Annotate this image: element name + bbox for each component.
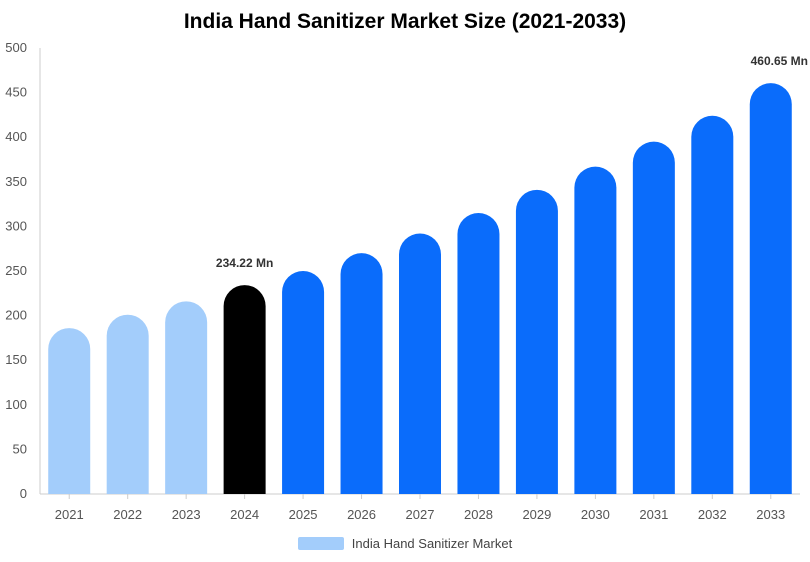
y-tick-label: 250: [5, 263, 27, 278]
y-tick-label: 50: [13, 441, 27, 456]
x-axis: 2021 2022 2023 2024 2025 2026 2027 2028 2029 2030…: [40, 493, 800, 522]
bar-2033: [749, 83, 792, 495]
legend-swatch: [297, 537, 344, 550]
y-tick-label: 500: [5, 40, 27, 55]
x-tick-label: 2031: [639, 507, 668, 522]
x-tick-label: 2030: [581, 507, 610, 522]
bar-2029: [515, 189, 558, 494]
bar-2031: [632, 141, 675, 494]
x-tick-label: 2029: [522, 507, 551, 522]
x-tick-label: 2023: [172, 507, 201, 522]
y-tick-label: 300: [5, 218, 27, 233]
x-tick-label: 2025: [289, 507, 318, 522]
bar-2025: [282, 271, 325, 494]
x-tick-label: 2032: [698, 507, 727, 522]
x-tick-label: 2021: [55, 507, 84, 522]
bars-group: [48, 83, 792, 495]
bar-2030: [574, 166, 617, 494]
annotations-group: 234.22 Mn 460.65 Mn: [216, 54, 808, 270]
y-tick-label: 200: [5, 308, 27, 323]
bar-2022: [106, 314, 149, 494]
legend-label: India Hand Sanitizer Market: [351, 536, 513, 551]
x-tick-label: 2027: [406, 507, 435, 522]
data-label-2024: 234.22 Mn: [216, 256, 273, 270]
data-label-2033: 460.65 Mn: [751, 54, 808, 68]
bar-2027: [399, 233, 441, 494]
y-tick-label: 150: [5, 352, 27, 367]
y-tick-label: 0: [20, 486, 27, 501]
x-tick-label: 2028: [464, 507, 493, 522]
y-tick-label: 400: [5, 129, 27, 144]
x-tick-label: 2033: [756, 507, 785, 522]
y-tick-label: 350: [5, 174, 27, 189]
bar-2028: [457, 213, 500, 494]
bar-2026: [340, 253, 383, 494]
x-tick-label: 2022: [113, 507, 142, 522]
x-tick-label: 2024: [230, 507, 259, 522]
y-tick-label: 100: [5, 397, 27, 412]
bar-2023: [165, 301, 208, 494]
x-tick-label: 2026: [347, 507, 376, 522]
bar-2032: [691, 115, 734, 495]
bar-2024: [223, 285, 266, 494]
y-axis: 0 50 100 150 200 250 300 350 400 450 500: [5, 40, 41, 501]
chart-title: India Hand Sanitizer Market Size (2021-2…: [183, 10, 627, 33]
bar-2021: [48, 328, 91, 494]
y-tick-label: 450: [5, 85, 27, 100]
legend: India Hand Sanitizer Market: [0, 536, 810, 551]
